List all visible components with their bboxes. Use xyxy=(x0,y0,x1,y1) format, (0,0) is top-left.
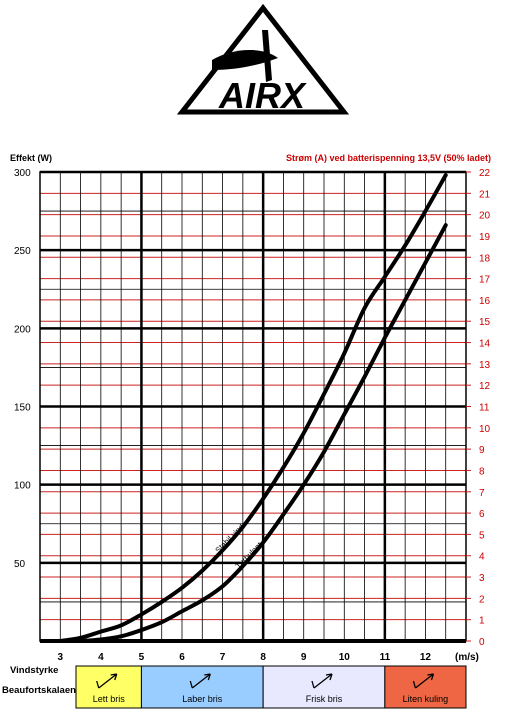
left-axis-title: Effekt (W) xyxy=(10,153,52,163)
series-label: Turbulent xyxy=(234,540,265,571)
y2-tick-label: 1 xyxy=(479,616,485,627)
logo-blade xyxy=(212,49,278,70)
logo-text: AIRX xyxy=(218,75,307,116)
x-tick-label: 10 xyxy=(339,652,351,663)
vindstyrke-label: Vindstyrke xyxy=(10,665,58,676)
y2-tick-label: 5 xyxy=(479,530,485,541)
beaufort-cell xyxy=(262,665,386,709)
x-tick-label: 9 xyxy=(301,652,307,663)
left-axis-ticks: 50 100 150 200 250 300 xyxy=(14,168,31,570)
y2-tick-label: 15 xyxy=(479,317,491,328)
series-label: Stabil vind xyxy=(214,522,246,554)
y2-tick-label: 9 xyxy=(479,445,485,456)
logo-blade-2 xyxy=(262,30,272,82)
y2-tick-label: 13 xyxy=(479,360,491,371)
wind-barb-icon xyxy=(189,673,211,689)
y-tick-label: 100 xyxy=(14,481,31,492)
x-tick-label: 5 xyxy=(139,652,145,663)
beaufort-label: Lett bris xyxy=(93,694,126,704)
beaufort-label: Laber bris xyxy=(182,694,223,704)
series-line xyxy=(78,223,448,643)
y2-tick-label: 14 xyxy=(479,339,491,350)
right-axis-title: Strøm (A) ved batterispenning 13,5V (50%… xyxy=(286,153,491,163)
x-axis-unit: (m/s) xyxy=(455,652,479,663)
y2-tick-label: 0 xyxy=(479,637,485,648)
beaufort-cell xyxy=(384,665,467,709)
y2-tick-label: 20 xyxy=(479,211,491,222)
airx-logo: AIRX xyxy=(176,3,350,116)
wind-barb-icon xyxy=(412,673,435,689)
x-tick-label: 4 xyxy=(98,652,104,663)
y2-tick-label: 3 xyxy=(479,573,485,584)
y2-tick-label: 8 xyxy=(479,466,485,477)
x-tick-label: 6 xyxy=(179,652,185,663)
y2-tick-label: 11 xyxy=(479,403,490,414)
y2-tick-label: 21 xyxy=(479,189,491,200)
beaufort-cell xyxy=(75,665,142,709)
x-tick-label: 12 xyxy=(420,652,432,663)
y2-tick-label: 2 xyxy=(479,594,485,605)
y2-tick-label: 22 xyxy=(479,168,491,179)
y2-tick-label: 18 xyxy=(479,253,491,264)
wind-barb-icon xyxy=(311,673,333,689)
beaufort-label: Frisk bris xyxy=(306,694,343,704)
x-axis-ticks: 3 4 5 6 7 8 9 10 11 12 xyxy=(58,652,432,663)
y2-tick-label: 19 xyxy=(479,232,491,243)
beaufort-scale-label: Beaufortskalaen xyxy=(2,685,76,696)
plot-grid xyxy=(39,170,467,643)
y2-tick-label: 12 xyxy=(479,381,491,392)
y-tick-label: 150 xyxy=(14,403,31,414)
y-tick-label: 250 xyxy=(14,246,31,257)
y2-tick-label: 6 xyxy=(479,509,485,520)
y-tick-label: 50 xyxy=(14,559,26,570)
x-tick-label: 7 xyxy=(220,652,226,663)
y2-tick-label: 16 xyxy=(479,296,491,307)
beaufort-label: Liten kuling xyxy=(403,694,449,704)
y-tick-label: 200 xyxy=(14,324,31,335)
beaufort-row: Lett bris Laber bris Frisk bris Liten kulin… xyxy=(75,665,467,709)
y2-tick-label: 7 xyxy=(479,488,485,499)
beaufort-cell xyxy=(140,665,264,709)
x-tick-label: 8 xyxy=(260,652,266,663)
x-tick-label: 3 xyxy=(58,652,64,663)
y-tick-label: 300 xyxy=(14,168,31,179)
x-tick-label: 11 xyxy=(380,652,391,663)
series-line xyxy=(58,173,448,643)
y2-tick-label: 10 xyxy=(479,424,491,435)
y2-tick-label: 17 xyxy=(479,275,491,286)
wind-barb-icon xyxy=(96,673,118,689)
y2-tick-label: 4 xyxy=(479,552,485,563)
